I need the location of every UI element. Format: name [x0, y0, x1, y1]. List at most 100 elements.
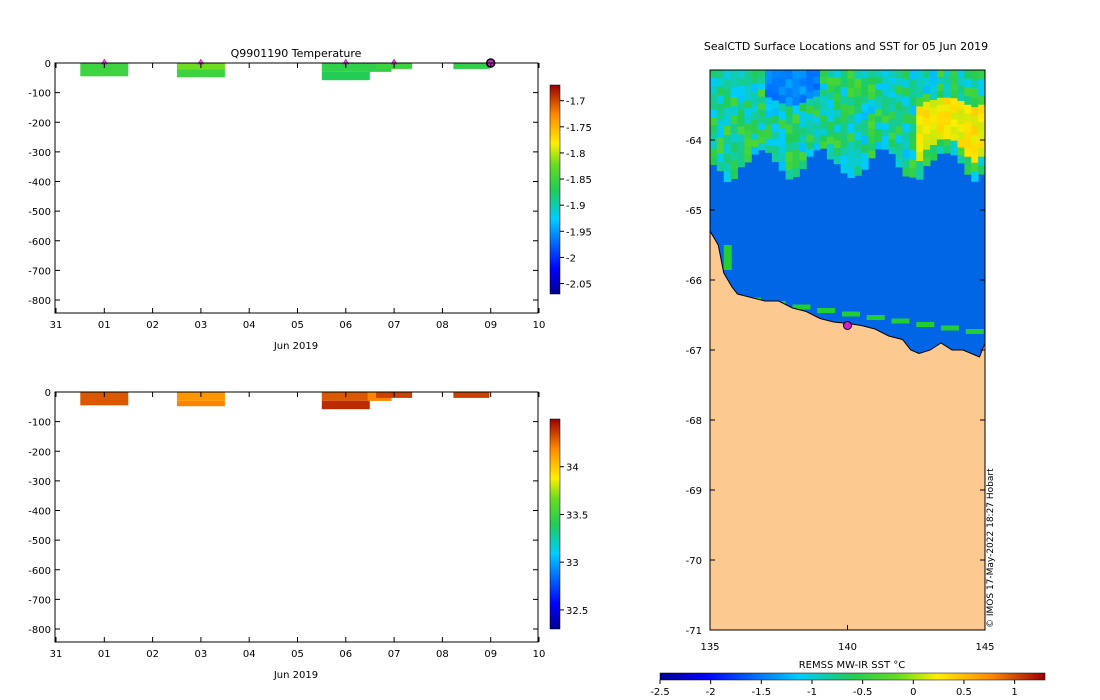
sst-cell	[710, 140, 718, 150]
sst-cell	[895, 110, 903, 119]
sst-cell	[888, 97, 897, 106]
sst-cell	[936, 97, 945, 106]
sst-cell	[806, 84, 814, 93]
sst-cell	[840, 138, 848, 148]
sst-cell	[950, 84, 958, 92]
sst-cell	[936, 125, 945, 133]
sst-cell	[861, 119, 869, 129]
sst-colorbar-tick-label: -2.5	[650, 687, 670, 698]
sst-cell	[847, 159, 855, 170]
sst-cell	[861, 94, 869, 104]
x-tick-label: 09	[484, 649, 497, 660]
sst-cell	[902, 87, 910, 98]
sst-cell	[744, 146, 752, 155]
colorbar-tick-label: -1.95	[566, 227, 592, 238]
x-tick-label: 10	[533, 320, 546, 331]
sst-cell	[758, 70, 766, 78]
sst-cell	[785, 97, 793, 107]
sst-cell	[833, 148, 842, 157]
sst-cell	[799, 111, 807, 120]
sst-cell	[971, 162, 979, 173]
sst-cell	[820, 102, 828, 110]
sst-cell	[833, 109, 842, 118]
salinity-y-ticks: 0 -100 -200 -300 -400 -500 -600 -700 -800	[28, 388, 538, 636]
sst-cell	[730, 70, 738, 80]
sst-cell	[744, 131, 752, 140]
sst-cell	[881, 70, 890, 78]
sst-cell	[799, 70, 807, 79]
sst-cell	[909, 123, 917, 133]
sst-cell	[902, 78, 910, 89]
sst-cell	[943, 146, 952, 154]
sst-cell	[854, 113, 862, 124]
sst-cell	[861, 160, 869, 170]
sst-cell	[826, 136, 835, 145]
sst-cell	[943, 111, 952, 119]
sst-colorbar-tick-label: 0.5	[956, 687, 972, 698]
sst-cell	[723, 97, 732, 108]
sst-cell	[881, 96, 890, 104]
sst-ice-edge-cell	[792, 304, 811, 310]
sst-cell	[833, 85, 842, 94]
profile-5-segment-0	[453, 392, 490, 398]
sst-cell	[978, 165, 985, 175]
sst-cell	[868, 128, 876, 137]
sst-cell	[923, 93, 931, 103]
sst-ice-edge-cell	[817, 308, 836, 313]
map-lat-ticks: -64 -65 -66 -67 -68 -69 -70 -71	[686, 136, 985, 637]
salinity-colorbar	[549, 418, 561, 630]
sst-cell	[730, 97, 738, 107]
x-tick-label: 08	[436, 649, 449, 660]
sst-cell	[978, 87, 985, 97]
sst-cell	[785, 133, 793, 144]
sst-cell	[902, 167, 910, 177]
sst-colorbar-label: REMSS MW-IR SST °C	[799, 660, 906, 671]
sst-cell	[716, 103, 725, 113]
sst-cell	[840, 87, 848, 97]
sst-cell	[813, 116, 821, 124]
sst-cell	[847, 70, 855, 80]
sst-cell	[978, 78, 985, 88]
sst-cell	[833, 116, 842, 126]
sst-cell	[751, 112, 759, 120]
x-tick-label: 31	[50, 649, 63, 660]
sst-cell	[895, 142, 903, 152]
sst-cell	[909, 168, 917, 178]
x-tick-label: 01	[98, 649, 111, 660]
sst-cell	[854, 87, 862, 97]
sst-cell	[868, 77, 876, 86]
sst-cell	[826, 77, 835, 86]
sst-cell	[723, 172, 732, 182]
salinity-xlabel: Jun 2019	[273, 670, 318, 681]
sst-cell	[902, 114, 910, 124]
imos-credit: © IMOS 17-May-2022 18:27 Hobart	[986, 468, 996, 628]
temperature-panel: Q9901190 Temperature 0 -100 -200 -300 -400 -5…	[28, 47, 592, 352]
sst-cell	[916, 170, 924, 180]
sst-cell	[737, 118, 745, 127]
sst-cell	[840, 155, 848, 165]
sst-cell	[840, 164, 848, 174]
sst-cell	[847, 132, 855, 143]
sst-cell	[964, 96, 972, 106]
sst-cell	[943, 125, 952, 133]
sst-cell	[888, 132, 897, 141]
sst-cell	[730, 115, 738, 125]
sst-ice-edge-cell	[965, 329, 984, 334]
sst-cell	[716, 111, 725, 121]
sst-cell	[716, 70, 725, 79]
colorbar-tick-label: -1.7	[566, 97, 586, 108]
sst-cell	[710, 101, 718, 110]
sst-cell	[826, 144, 835, 153]
sst-cell	[964, 130, 972, 140]
sst-cell	[785, 142, 793, 153]
sst-cell	[820, 115, 828, 123]
sst-cell	[875, 83, 883, 91]
sst-cell	[861, 78, 869, 88]
sst-cell	[868, 99, 876, 108]
sst-ice-edge-cell	[842, 311, 860, 317]
sst-cell	[895, 126, 903, 136]
sst-cell	[943, 76, 952, 85]
sst-cell	[765, 124, 773, 133]
sst-cell	[902, 123, 910, 133]
